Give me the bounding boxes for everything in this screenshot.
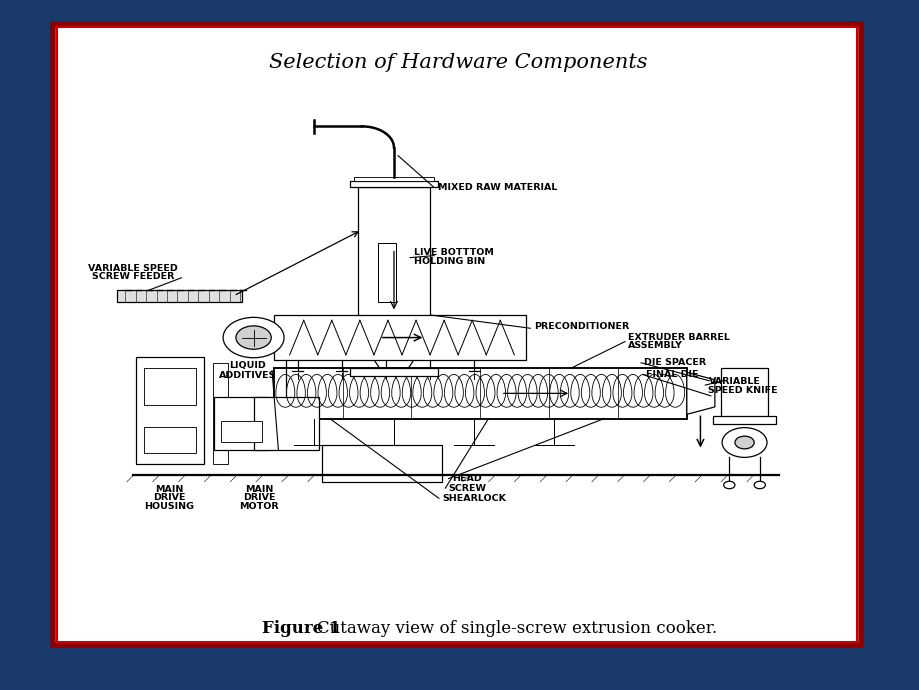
Text: Figure 1: Figure 1 [262, 620, 340, 637]
Text: VARIABLE SPEED: VARIABLE SPEED [88, 264, 178, 273]
Circle shape [223, 317, 284, 357]
Bar [213, 363, 228, 464]
Text: SPEED KNIFE: SPEED KNIFE [708, 386, 777, 395]
Bar [349, 181, 437, 188]
Text: ADDITIVES: ADDITIVES [219, 371, 277, 380]
Text: SCREW: SCREW [448, 484, 486, 493]
Text: MAIN: MAIN [155, 485, 184, 494]
Text: Selection of Hardware Components: Selection of Hardware Components [268, 52, 647, 72]
Text: EXTRUDER BARREL: EXTRUDER BARREL [628, 333, 730, 342]
Text: LIQUID: LIQUID [230, 362, 267, 371]
Bar [354, 177, 434, 181]
Bar [273, 315, 526, 360]
Bar [214, 397, 268, 451]
Text: HOUSING: HOUSING [144, 502, 194, 511]
Text: SHEARLOCK: SHEARLOCK [442, 494, 505, 503]
Circle shape [721, 428, 766, 457]
Text: LIVE BOTTTOM: LIVE BOTTTOM [414, 248, 494, 257]
Bar [378, 244, 395, 302]
Circle shape [235, 326, 271, 349]
Text: VARIABLE: VARIABLE [708, 377, 759, 386]
Text: FINAL DIE: FINAL DIE [645, 370, 698, 379]
Bar [322, 445, 442, 482]
Circle shape [734, 436, 754, 449]
Bar [143, 368, 196, 405]
Text: PRECONDITIONER: PRECONDITIONER [534, 322, 629, 331]
Bar [720, 368, 767, 419]
Bar [254, 397, 319, 451]
Text: HEAD: HEAD [451, 474, 481, 483]
Text: Cutaway view of single-screw extrusion cooker.: Cutaway view of single-screw extrusion c… [317, 620, 717, 637]
Text: SCREW FEEDER: SCREW FEEDER [92, 273, 175, 282]
Polygon shape [360, 339, 427, 368]
Polygon shape [686, 373, 714, 414]
Text: DRIVE: DRIVE [243, 493, 275, 502]
Bar [357, 188, 429, 339]
Circle shape [723, 482, 734, 489]
Text: MAIN: MAIN [244, 485, 273, 494]
Bar [349, 368, 437, 376]
Text: MOTOR: MOTOR [239, 502, 278, 511]
Text: MIXED RAW MATERIAL: MIXED RAW MATERIAL [437, 183, 557, 192]
Bar [712, 417, 775, 424]
FancyBboxPatch shape [53, 24, 860, 645]
Text: ASSEMBLY: ASSEMBLY [628, 342, 683, 351]
Bar [117, 290, 242, 302]
Circle shape [754, 482, 765, 489]
Bar [143, 426, 196, 453]
Bar [273, 368, 686, 419]
Bar [135, 357, 204, 464]
Bar [221, 421, 262, 442]
Text: DRIVE: DRIVE [153, 493, 186, 502]
Text: DIE SPACER: DIE SPACER [643, 358, 706, 367]
Text: HOLDING BIN: HOLDING BIN [414, 257, 484, 266]
